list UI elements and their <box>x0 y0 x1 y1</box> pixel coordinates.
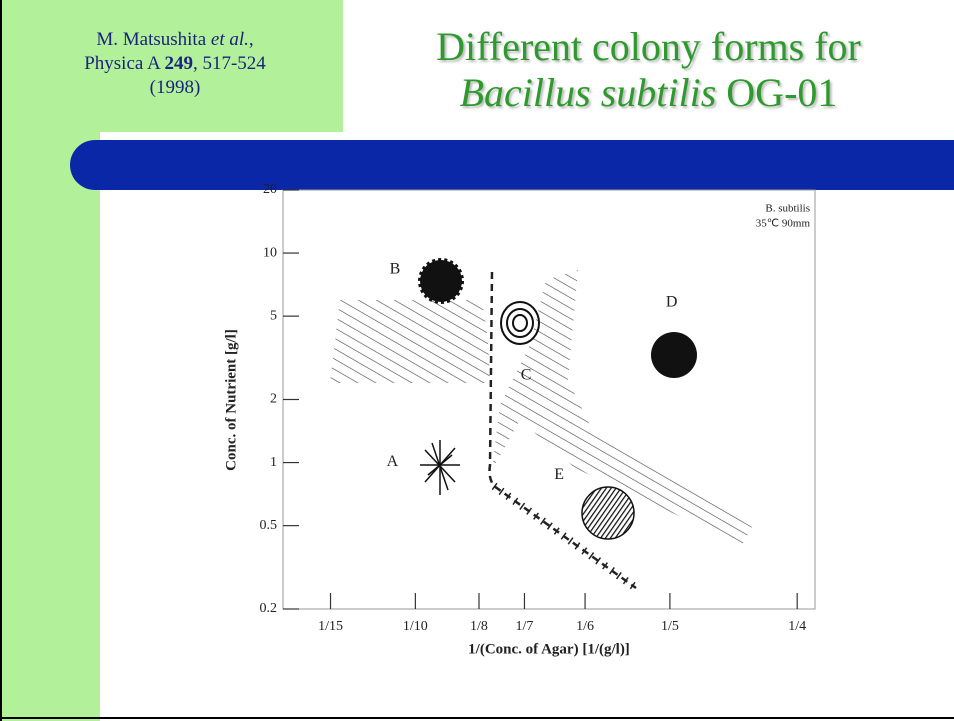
y-tick-label: 5 <box>270 308 277 323</box>
x-tick-label: 1/5 <box>661 619 679 634</box>
region-label: E <box>554 466 564 483</box>
region-label: A <box>387 453 399 470</box>
x-tick-label: 1/7 <box>516 619 534 634</box>
note: B. subtilis <box>765 203 810 215</box>
x-tick-label: 1/15 <box>318 619 343 634</box>
colony-b <box>420 260 462 302</box>
chart: 1/(Conc. of Agar) [1/(g/l)] Conc. of Nut… <box>0 0 954 721</box>
y-axis-label: Conc. of Nutrient [g/l] <box>223 329 239 471</box>
colony-a <box>420 440 460 495</box>
y-tick-label: 2 <box>270 392 277 407</box>
colony-e <box>582 487 634 539</box>
y-tick-label: 1 <box>270 455 277 470</box>
y-tick-label: 20 <box>263 182 277 197</box>
x-tick-label: 1/6 <box>576 619 594 634</box>
y-tick-label: 0.2 <box>260 601 278 616</box>
colony-d <box>651 332 697 378</box>
colony-c <box>501 302 539 344</box>
slide: M. Matsushita et al.,Physica A 249, 517-… <box>0 0 954 721</box>
region-label: C <box>521 366 532 383</box>
region-label: B <box>390 261 401 278</box>
x-tick-label: 1/10 <box>403 619 428 634</box>
region-label: D <box>666 293 678 310</box>
x-tick-label: 1/4 <box>788 619 806 634</box>
x-tick-label: 1/8 <box>470 619 488 634</box>
note: 35℃ 90mm <box>756 218 811 230</box>
hatched-region <box>330 300 490 383</box>
x-axis-label: 1/(Conc. of Agar) [1/(g/l)] <box>468 641 630 657</box>
y-tick-label: 10 <box>263 245 277 260</box>
y-tick-label: 0.5 <box>260 518 278 533</box>
